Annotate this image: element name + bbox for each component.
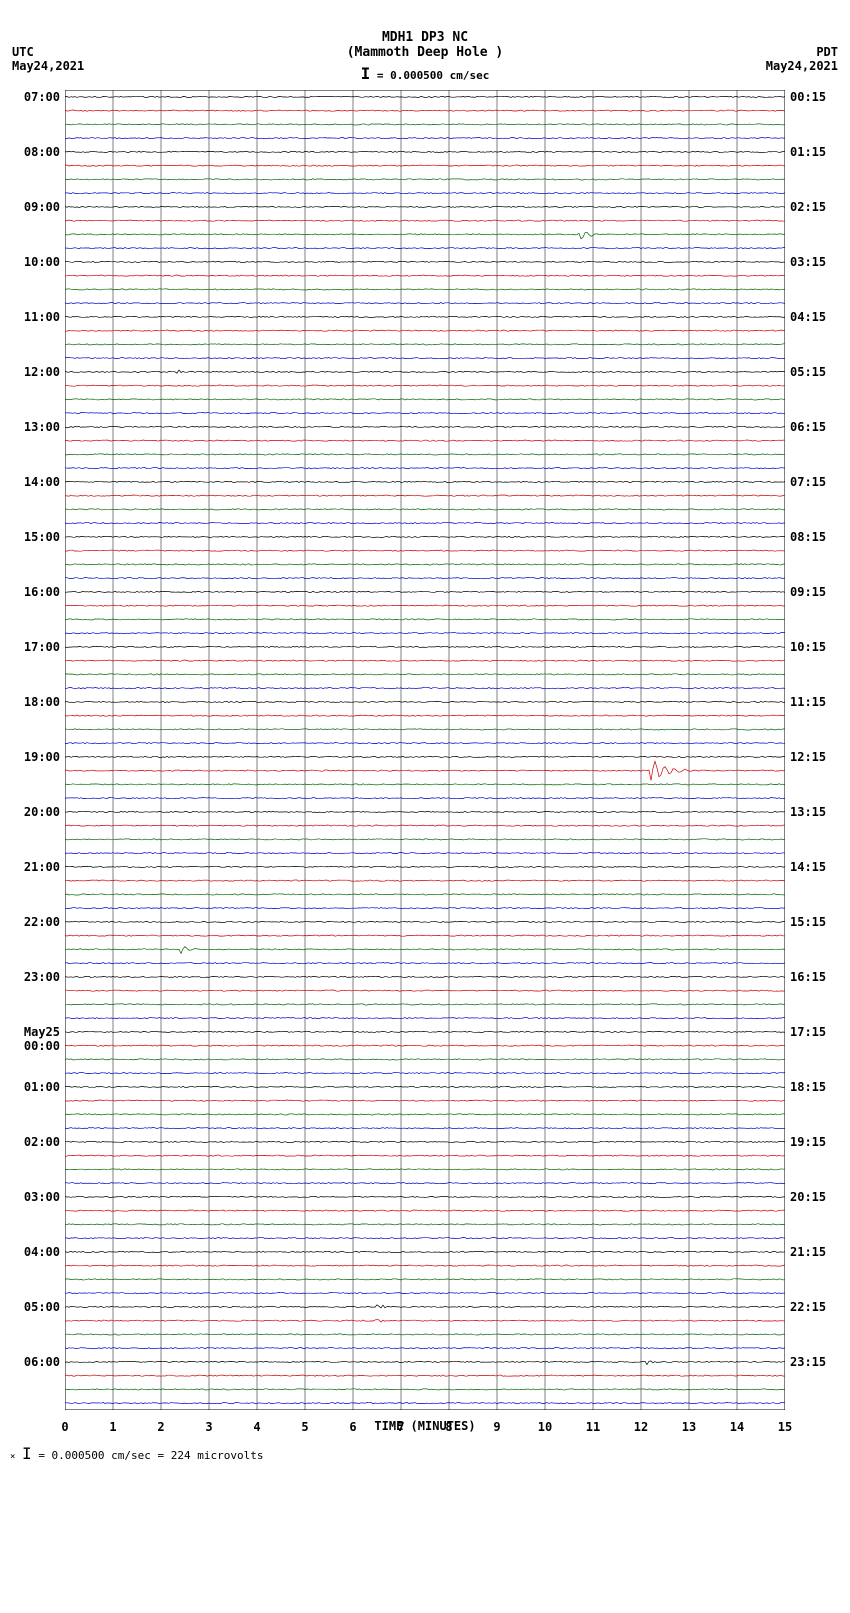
left-hour-label: 20:00 (5, 805, 60, 819)
left-hour-label: 15:00 (5, 530, 60, 544)
station-location: (Mammoth Deep Hole ) (0, 45, 850, 60)
right-hour-label: 00:15 (790, 90, 845, 104)
right-hour-label: 19:15 (790, 1135, 845, 1149)
left-hour-label: 18:00 (5, 695, 60, 709)
right-hour-label: 16:15 (790, 970, 845, 984)
left-hour-label: 08:00 (5, 145, 60, 159)
right-hour-label: 18:15 (790, 1080, 845, 1094)
footer-scale: × I = 0.000500 cm/sec = 224 microvolts (10, 1444, 263, 1463)
scale-bar-top: I = 0.000500 cm/sec (0, 64, 850, 83)
right-hour-label: 06:15 (790, 420, 845, 434)
left-hour-label: 12:00 (5, 365, 60, 379)
tz-left-label: UTC (12, 45, 84, 59)
right-hour-label: 12:15 (790, 750, 845, 764)
left-hour-label: 11:00 (5, 310, 60, 324)
left-hour-label: 03:00 (5, 1190, 60, 1204)
left-hour-label: 22:00 (5, 915, 60, 929)
left-hour-label: 16:00 (5, 585, 60, 599)
header: MDH1 DP3 NC (Mammoth Deep Hole ) I = 0.0… (0, 0, 850, 83)
right-hour-label: 23:15 (790, 1355, 845, 1369)
tz-right-date: May24,2021 (766, 59, 838, 73)
right-hour-label: 10:15 (790, 640, 845, 654)
right-hour-label: 02:15 (790, 200, 845, 214)
left-hour-label: 06:00 (5, 1355, 60, 1369)
left-hour-label: 14:00 (5, 475, 60, 489)
right-hour-label: 15:15 (790, 915, 845, 929)
left-timezone: UTC May24,2021 (12, 45, 84, 73)
right-hour-label: 03:15 (790, 255, 845, 269)
left-hour-label: 19:00 (5, 750, 60, 764)
right-timezone: PDT May24,2021 (766, 45, 838, 73)
left-hour-label: 02:00 (5, 1135, 60, 1149)
right-hour-label: 17:15 (790, 1025, 845, 1039)
left-hour-label: 04:00 (5, 1245, 60, 1259)
tz-right-label: PDT (766, 45, 838, 59)
right-hour-label: 22:15 (790, 1300, 845, 1314)
right-hour-label: 09:15 (790, 585, 845, 599)
left-hour-label: 13:00 (5, 420, 60, 434)
left-hour-label: 07:00 (5, 90, 60, 104)
left-hour-label: 00:00 (5, 1039, 60, 1053)
right-hour-label: 13:15 (790, 805, 845, 819)
right-hour-label: 07:15 (790, 475, 845, 489)
right-hour-label: 04:15 (790, 310, 845, 324)
station-id: MDH1 DP3 NC (0, 30, 850, 45)
right-hour-label: 14:15 (790, 860, 845, 874)
right-hour-label: 11:15 (790, 695, 845, 709)
xaxis-label: TIME (MINUTES) (0, 1419, 850, 1433)
left-hour-label: 17:00 (5, 640, 60, 654)
left-hour-label: 21:00 (5, 860, 60, 874)
left-hour-label: May25 (5, 1025, 60, 1039)
right-hour-label: 21:15 (790, 1245, 845, 1259)
left-hour-label: 23:00 (5, 970, 60, 984)
plot-area (65, 90, 785, 1410)
right-hour-label: 05:15 (790, 365, 845, 379)
seismogram-container: UTC May24,2021 PDT May24,2021 MDH1 DP3 N… (0, 0, 850, 1613)
right-hour-label: 01:15 (790, 145, 845, 159)
left-hour-label: 10:00 (5, 255, 60, 269)
tz-left-date: May24,2021 (12, 59, 84, 73)
left-hour-label: 09:00 (5, 200, 60, 214)
left-hour-label: 05:00 (5, 1300, 60, 1314)
seismogram-svg (65, 90, 785, 1410)
left-hour-label: 01:00 (5, 1080, 60, 1094)
right-hour-label: 08:15 (790, 530, 845, 544)
right-hour-label: 20:15 (790, 1190, 845, 1204)
